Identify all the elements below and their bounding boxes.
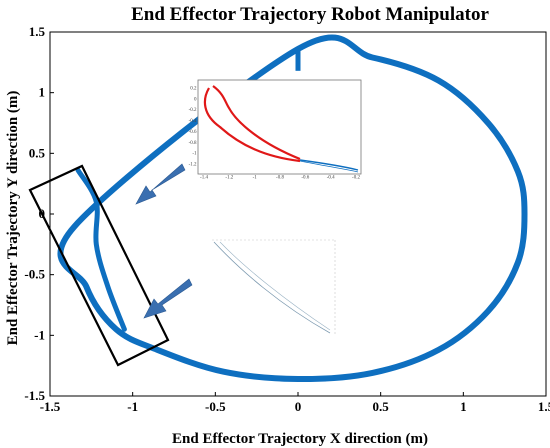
x-axis-label: End Effector Trajectory X direction (m)	[172, 431, 428, 447]
inset-y-tick-label: -1.2	[189, 163, 197, 168]
inset-top-blue-tail	[299, 159, 359, 171]
inset-y-tick-label: -0.6	[189, 130, 197, 135]
y-tick-label: -1.5	[24, 388, 45, 403]
chart-title: End Effector Trajectory Robot Manipulato…	[131, 4, 489, 25]
inset-zoom-bottom	[212, 239, 336, 335]
trajectory-inner-branch	[75, 167, 127, 332]
inset-top-y-ticks: 0.2 0 -0.2 -0.4 -0.6 -0.8 -1 -1.2	[189, 87, 197, 168]
inset-zoom-top: -1.4 -1.2 -1 -0.8 -0.6 -0.4 -0.2 0.20-0.2-0.4-…	[189, 79, 362, 181]
inset-y-tick-label: -0.8	[189, 141, 197, 146]
inset-x-tick-label: -0.4	[327, 176, 335, 181]
y-tick-label: -0.5	[24, 267, 45, 282]
y-tick-label: 1	[39, 85, 46, 100]
x-tick-label: 1	[460, 399, 467, 414]
x-tick-label: 1.5	[538, 399, 550, 414]
y-axis-label: End Effector Trajectory Y direction (m)	[5, 91, 21, 346]
inset-x-tick-label: -1.2	[225, 176, 233, 181]
inset-y-tick-label: 0.2	[190, 87, 197, 92]
inset-top-blue-tail-inner	[299, 160, 359, 173]
inset-y-tick-label: 0	[194, 97, 197, 102]
highlight-box	[28, 164, 170, 367]
y-tick-label: -1	[34, 327, 45, 342]
x-tick-label: 0	[295, 399, 302, 414]
inset-y-tick-label: -0.4	[189, 119, 197, 124]
inset-top-x-ticks: -1.4 -1.2 -1 -0.8 -0.6 -0.4 -0.2	[200, 176, 360, 181]
inset-x-tick-label: -0.2	[352, 176, 360, 181]
inset-x-tick-label: -0.8	[276, 176, 284, 181]
inset-bottom-curve-outer	[213, 241, 331, 334]
y-tick-label: 1.5	[29, 24, 46, 39]
x-tick-label: -0.5	[205, 399, 226, 414]
inset-x-tick-label: -1.4	[200, 176, 208, 181]
x-tick-label: 0.5	[373, 399, 390, 414]
arrow-lower	[143, 278, 193, 319]
inset-x-tick-label: -0.6	[301, 176, 309, 181]
y-tick-label: 0.5	[29, 145, 46, 160]
x-tick-label: -1.5	[40, 399, 61, 414]
trajectory-loop	[57, 34, 528, 383]
inset-bottom-curve-inner	[219, 241, 331, 331]
inset-y-tick-label: -0.2	[189, 108, 197, 113]
inset-x-tick-label: -1	[253, 176, 258, 181]
inset-top-frame	[197, 79, 362, 175]
inset-top-red-curve	[203, 87, 301, 163]
x-axis-ticks: -1.5 -1 -0.5 0 0.5 1 1.5	[40, 392, 550, 414]
inset-top-red-curve-inner	[212, 85, 301, 161]
inset-y-tick-label: -1	[192, 152, 197, 157]
x-tick-label: -1	[127, 399, 138, 414]
arrow-upper	[135, 163, 186, 205]
